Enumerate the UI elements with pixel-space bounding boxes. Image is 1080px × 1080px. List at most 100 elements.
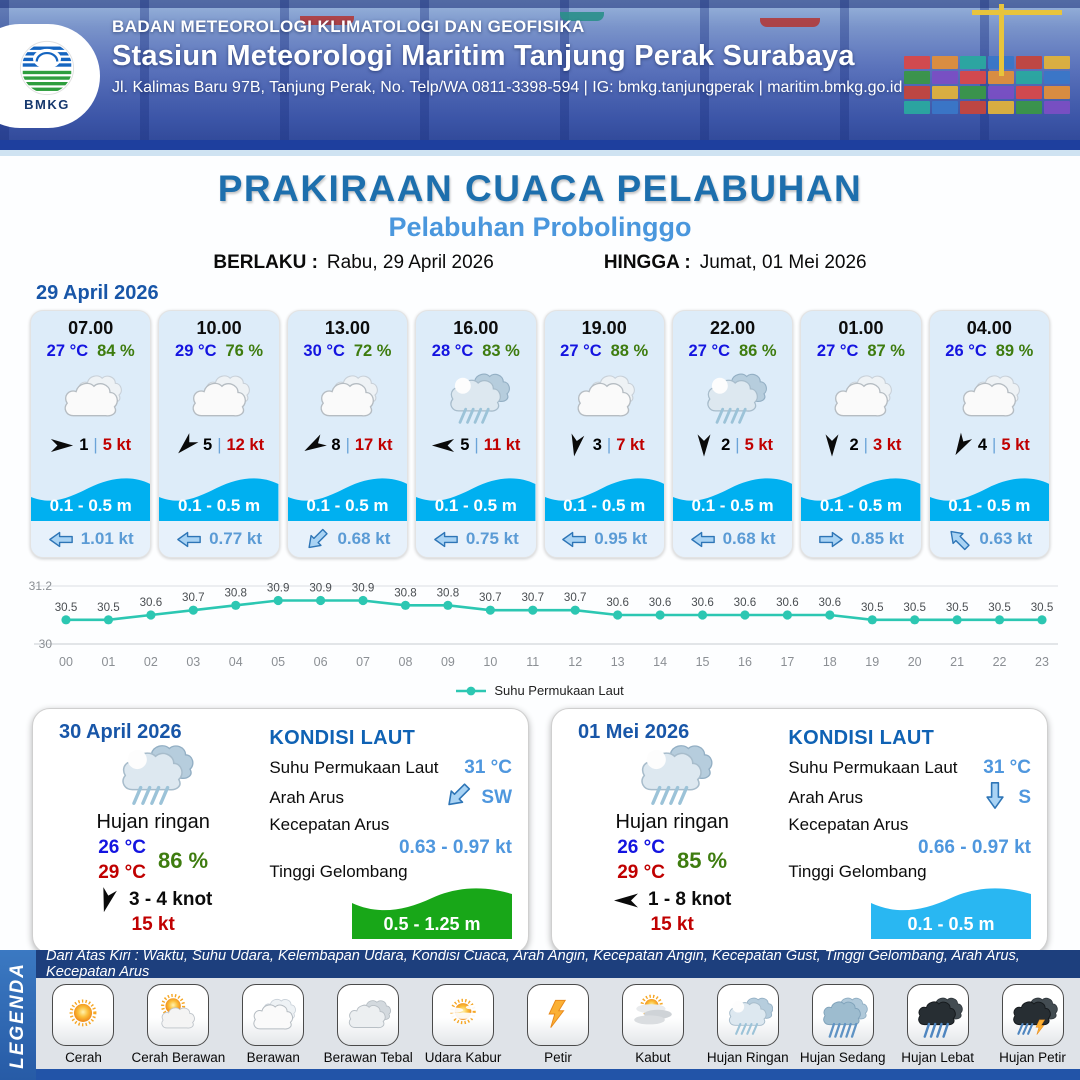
hingga-label: HINGGA : [603, 252, 691, 273]
daily-date: 30 April 2026 [59, 721, 182, 743]
wind-range-value: 1 - 8 knot [647, 889, 732, 911]
legenda-label: LEGENDA [7, 961, 28, 1069]
wave-height-badge: 0.5 - 1.25 m [352, 885, 512, 939]
gust-speed-value: 7 kt [616, 435, 645, 454]
gust-speed-value: 3 kt [872, 435, 902, 454]
temperature-value: 27 °C [46, 342, 89, 360]
separator: | [474, 435, 479, 454]
wave-height-band: 0.1 - 0.5 m [929, 459, 1049, 521]
wave-height-value: 0.1 - 0.5 m [948, 496, 1031, 515]
temp-min-value: 26 °C [98, 837, 146, 858]
crane-icon [999, 4, 1004, 76]
separator: | [606, 435, 612, 454]
humidity-value: 85 % [676, 847, 728, 873]
legend-item: Hujan Ringan [702, 984, 794, 1065]
svg-text:17: 17 [780, 655, 794, 669]
wave-height-band: 0.1 - 0.5 m [31, 459, 151, 521]
temperature-value: 27 °C [816, 342, 859, 360]
current-direction-icon [304, 528, 330, 548]
berlaku-label: BERLAKU : [213, 252, 318, 273]
kabut-icon [621, 984, 684, 1046]
current-speed-label: Kecepatan Arus [788, 815, 909, 834]
wave-height-label: Tinggi Gelombang [269, 862, 408, 881]
svg-text:30.7: 30.7 [521, 591, 544, 604]
sst-label: Suhu Permukaan Laut [269, 758, 439, 777]
svg-text:12: 12 [568, 655, 582, 669]
svg-text:18: 18 [823, 655, 837, 669]
legend-item-label: Kabut [635, 1050, 671, 1065]
wave-height-band: 0.1 - 0.5 m [159, 459, 279, 521]
wind-row: 1 - 8 knot [613, 889, 731, 911]
boat-graphic [760, 18, 820, 27]
current-direction-icon [561, 531, 587, 548]
wind-speed-value: 3 [592, 435, 602, 454]
berawan-icon [31, 362, 150, 432]
svg-text:16: 16 [738, 655, 752, 669]
svg-text:09: 09 [441, 655, 455, 669]
forecast-card: 04.00 26 °C 89 % 4 | 5 kt 0.1 - 0.5 m 0.… [928, 310, 1050, 558]
wave-height-band: 0.1 - 0.5 m [544, 459, 664, 521]
legend-item: Berawan [227, 984, 319, 1065]
berawan-icon [801, 362, 920, 432]
legend-item: Petir [512, 984, 604, 1065]
current-row: 0.63 kt [929, 521, 1049, 557]
current-row: 1.01 kt [31, 521, 151, 557]
udara-kabur-icon [432, 984, 495, 1046]
legend-item: Kabut [607, 984, 699, 1065]
forecast-card: 10.00 29 °C 76 % 5 | 12 kt 0.1 - 0.5 m 0… [158, 310, 280, 558]
svg-text:30.8: 30.8 [224, 586, 247, 599]
header: BMKG BADAN METEOROLOGI KLIMATOLOGI DAN G… [0, 0, 1080, 156]
hujan-ringan-icon [716, 984, 779, 1046]
separator: | [735, 435, 740, 454]
legend-item: Hujan Lebat [892, 984, 984, 1065]
humidity-value: 84 % [97, 342, 135, 360]
bmkg-logo-icon [19, 40, 75, 96]
forecast-cards-row: 07.00 27 °C 84 % 1 | 5 kt 0.1 - 0.5 m 1.… [0, 310, 1080, 558]
current-speed-value: 0.66 - 0.97 kt [917, 837, 1031, 858]
wind-speed-value: 1 [79, 435, 89, 454]
separator: | [93, 435, 98, 454]
wind-speed-value: 4 [977, 435, 988, 454]
humidity-value: 88 % [610, 342, 649, 360]
kondisi-laut-title: KONDISI LAUT [788, 727, 935, 749]
wave-height-badge: 0.1 - 0.5 m [871, 885, 1031, 939]
svg-text:30.5: 30.5 [903, 601, 926, 614]
temperature-value: 27 °C [688, 342, 730, 360]
current-speed-value: 0.95 kt [594, 529, 648, 548]
wind-row: 1 | 5 kt [31, 432, 150, 458]
hujan-ringan-icon [629, 736, 715, 815]
current-direction-icon [818, 531, 844, 548]
current-direction-label: Arah Arus [269, 788, 344, 807]
time-label: 07.00 [68, 318, 114, 338]
svg-text:20: 20 [908, 655, 922, 669]
wind-direction-icon [692, 433, 716, 457]
legend-item: Hujan Petir [987, 984, 1079, 1065]
page-title: PRAKIRAAN CUACA PELABUHAN [217, 168, 863, 209]
svg-text:23: 23 [1035, 655, 1049, 669]
condition-label: Hujan ringan [96, 811, 210, 833]
svg-text:30.6: 30.6 [606, 596, 629, 609]
sst-chart: 31.2 30 30.5 00 30.5 01 30.6 02 30.7 03 30.8 04 30.9… [29, 579, 1058, 669]
wind-speed-value: 8 [331, 435, 341, 454]
wind-speed-value: 2 [721, 435, 731, 454]
current-speed-label: Kecepatan Arus [269, 815, 390, 834]
svg-text:15: 15 [696, 655, 710, 669]
svg-text:19: 19 [865, 655, 879, 669]
time-label: 10.00 [196, 318, 242, 338]
current-direction-icon [48, 531, 74, 548]
legend-item-label: Cerah [65, 1050, 102, 1065]
wave-height-value: 0.1 - 0.5 m [691, 496, 774, 515]
current-direction-icon [946, 530, 972, 550]
wave-height-value: 0.1 - 0.5 m [177, 496, 261, 515]
wave-height-label: Tinggi Gelombang [788, 862, 927, 881]
daily-date: 01 Mei 2026 [578, 721, 690, 743]
wind-row: 4 | 5 kt [930, 432, 1049, 458]
daily-summary-row: 30 April 2026 Hujan ringan 26 °C 29 °C 8… [0, 698, 1080, 954]
wave-height-band: 0.1 - 0.5 m [287, 459, 408, 521]
sst-value: 31 °C [464, 757, 512, 778]
svg-text:04: 04 [229, 655, 243, 669]
wave-height-value: 0.1 - 0.5 m [306, 496, 389, 515]
svg-text:31.2: 31.2 [29, 579, 53, 593]
forecast-date: 29 April 2026 [36, 282, 159, 304]
svg-text:30.5: 30.5 [861, 601, 884, 614]
